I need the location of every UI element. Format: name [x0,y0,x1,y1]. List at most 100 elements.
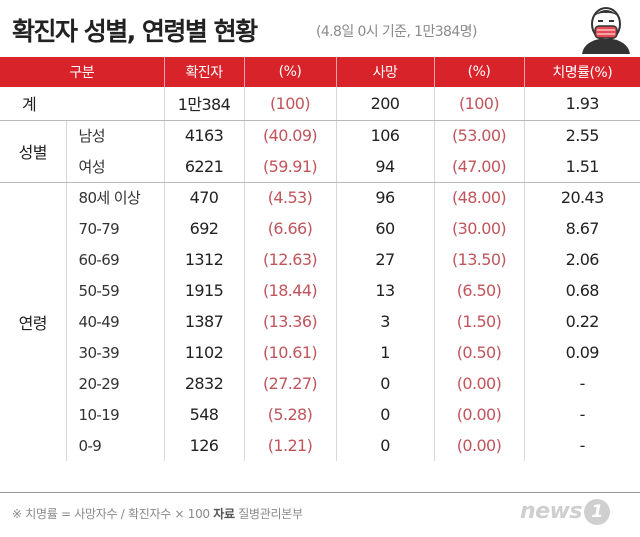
table-row-total: 계 1만384 (100) 200 (100) 1.93 [0,87,640,121]
cell-fatality: 2.55 [565,126,600,146]
cell-cases-pct: (59.91) [244,151,337,183]
row-label: 0-9 [66,430,165,461]
page-title: 확진자 성별, 연령별 현황 [12,17,258,46]
table-row: 70-79 692 (6.66) 60 (30.00) 8.67 [0,213,640,244]
logo-number: 1 [584,499,611,525]
cell-cases: 6221 [164,151,245,183]
cell-cases: 692 [164,213,245,244]
cell-cases-pct: (5.28) [244,399,337,430]
cell-deaths-pct: (53.00) [434,120,525,151]
cell-deaths: 0 [336,399,435,430]
cell-deaths: 60 [336,213,435,244]
cell-deaths-pct: (0.00) [434,430,525,461]
cell-fatality: - [579,405,586,424]
row-label: 여성 [66,151,165,183]
cell-fatality: 20.43 [560,188,604,208]
cell-deaths-pct: (0.00) [434,399,525,430]
cell-cases-pct: (1.21) [244,430,337,461]
table-row: 0-9 126 (1.21) 0 (0.00) - [0,430,640,461]
cell-deaths: 0 [336,430,435,461]
cell-cases-pct: (18.44) [244,275,337,306]
table-row: 30-39 1102 (10.61) 1 (0.50) 0.09 [0,337,640,368]
cell-cases-pct: (27.27) [244,368,337,399]
cell-deaths-pct: (6.50) [434,275,525,306]
col-header-cases: 확진자 [164,57,245,87]
col-header-deaths: 사망 [336,57,435,87]
masked-person-icon [582,7,630,54]
cell-cases-pct: (100) [244,87,337,121]
cell-fatality: 0.22 [565,312,600,331]
cell-cases-pct: (40.09) [244,120,337,151]
cell-cases: 126 [164,430,245,461]
table-row: 10-19 548 (5.28) 0 (0.00) - [0,399,640,430]
table-header-row: 구분 확진자 (%) 사망 (%) 치명률(%) [0,57,640,87]
news1-logo: news 1 [520,499,611,525]
cell-fatality: 2.06 [565,250,600,269]
row-label: 30-39 [66,337,165,368]
cell-deaths-pct: (0.00) [434,368,525,399]
cell-fatality: - [579,436,586,455]
cell-deaths: 13 [336,275,435,306]
cell-cases: 1915 [164,275,245,306]
table-row: 여성 6221 (59.91) 94 (47.00) 1.51 [0,151,640,183]
col-header-fatality: 치명률(%) [524,57,640,87]
cell-deaths-pct: (47.00) [434,151,525,183]
cell-cases: 4163 [164,120,245,151]
header: 확진자 성별, 연령별 현황 (4.8일 0시 기준, 1만384명) [0,0,640,56]
row-label: 60-69 [66,244,165,275]
cell-deaths-pct: (48.00) [434,182,525,213]
cell-fatality: 1.51 [524,151,640,183]
row-label-total: 계 [0,87,165,121]
cell-fatality: 0.68 [565,281,600,300]
table-row: 20-29 2832 (27.27) 0 (0.00) - [0,368,640,399]
cell-cases-pct: (4.53) [244,182,337,213]
table-row: 연령 80세 이상 470 (4.53) 96 (48.00) 20.43 [0,182,640,461]
source-name: 질병관리본부 [238,507,303,521]
page-subtitle: (4.8일 0시 기준, 1만384명) [316,24,477,40]
row-label: 남성 [66,120,165,151]
cell-fatality: 0.09 [565,343,600,362]
cell-cases-pct: (6.66) [244,213,337,244]
table-row: 성별 남성 4163 (40.09) 106 (53.00) 2.55 [0,120,640,183]
table-row: 40-49 1387 (13.36) 3 (1.50) 0.22 [0,306,640,337]
cell-deaths: 96 [336,182,435,213]
footnote: ※ 치명률 = 사망자수 / 확진자수 × 100 자료 질병관리본부 [12,505,303,522]
cell-deaths: 0 [336,368,435,399]
source-label: 자료 [213,507,235,521]
group-label-age: 연령 [0,182,67,461]
cell-deaths: 94 [336,151,435,183]
cell-cases: 1102 [164,337,245,368]
cell-deaths-pct: (30.00) [434,213,525,244]
cell-deaths-pct: (1.50) [434,306,525,337]
cell-cases: 1312 [164,244,245,275]
table-row: 60-69 1312 (12.63) 27 (13.50) 2.06 [0,244,640,275]
cell-fatality: 8.67 [565,219,600,238]
row-label: 10-19 [66,399,165,430]
row-label: 20-29 [66,368,165,399]
cell-deaths: 200 [336,87,435,121]
row-label: 50-59 [66,275,165,306]
cell-deaths-pct: (100) [434,87,525,121]
col-header-category: 구분 [0,57,165,87]
fatality-formula: ※ 치명률 = 사망자수 / 확진자수 × 100 [12,507,210,521]
cell-cases: 470 [164,182,245,213]
row-label: 80세 이상 [66,182,165,213]
group-label-gender: 성별 [0,120,67,183]
cell-deaths-pct: (13.50) [434,244,525,275]
cell-deaths: 27 [336,244,435,275]
cell-cases-pct: (10.61) [244,337,337,368]
cell-cases-pct: (13.36) [244,306,337,337]
cell-cases-pct: (12.63) [244,244,337,275]
row-label: 40-49 [66,306,165,337]
cell-deaths: 3 [336,306,435,337]
cell-deaths: 106 [336,120,435,151]
cell-deaths-pct: (0.50) [434,337,525,368]
cell-cases: 1만384 [164,87,245,121]
logo-text: news [520,499,583,524]
table-row: 50-59 1915 (18.44) 13 (6.50) 0.68 [0,275,640,306]
cell-cases: 548 [164,399,245,430]
cell-cases: 1387 [164,306,245,337]
stats-table: 구분 확진자 (%) 사망 (%) 치명률(%) 계 1만384 (100) 2… [0,57,640,461]
cell-cases: 2832 [164,368,245,399]
col-header-deaths-pct: (%) [434,57,525,87]
